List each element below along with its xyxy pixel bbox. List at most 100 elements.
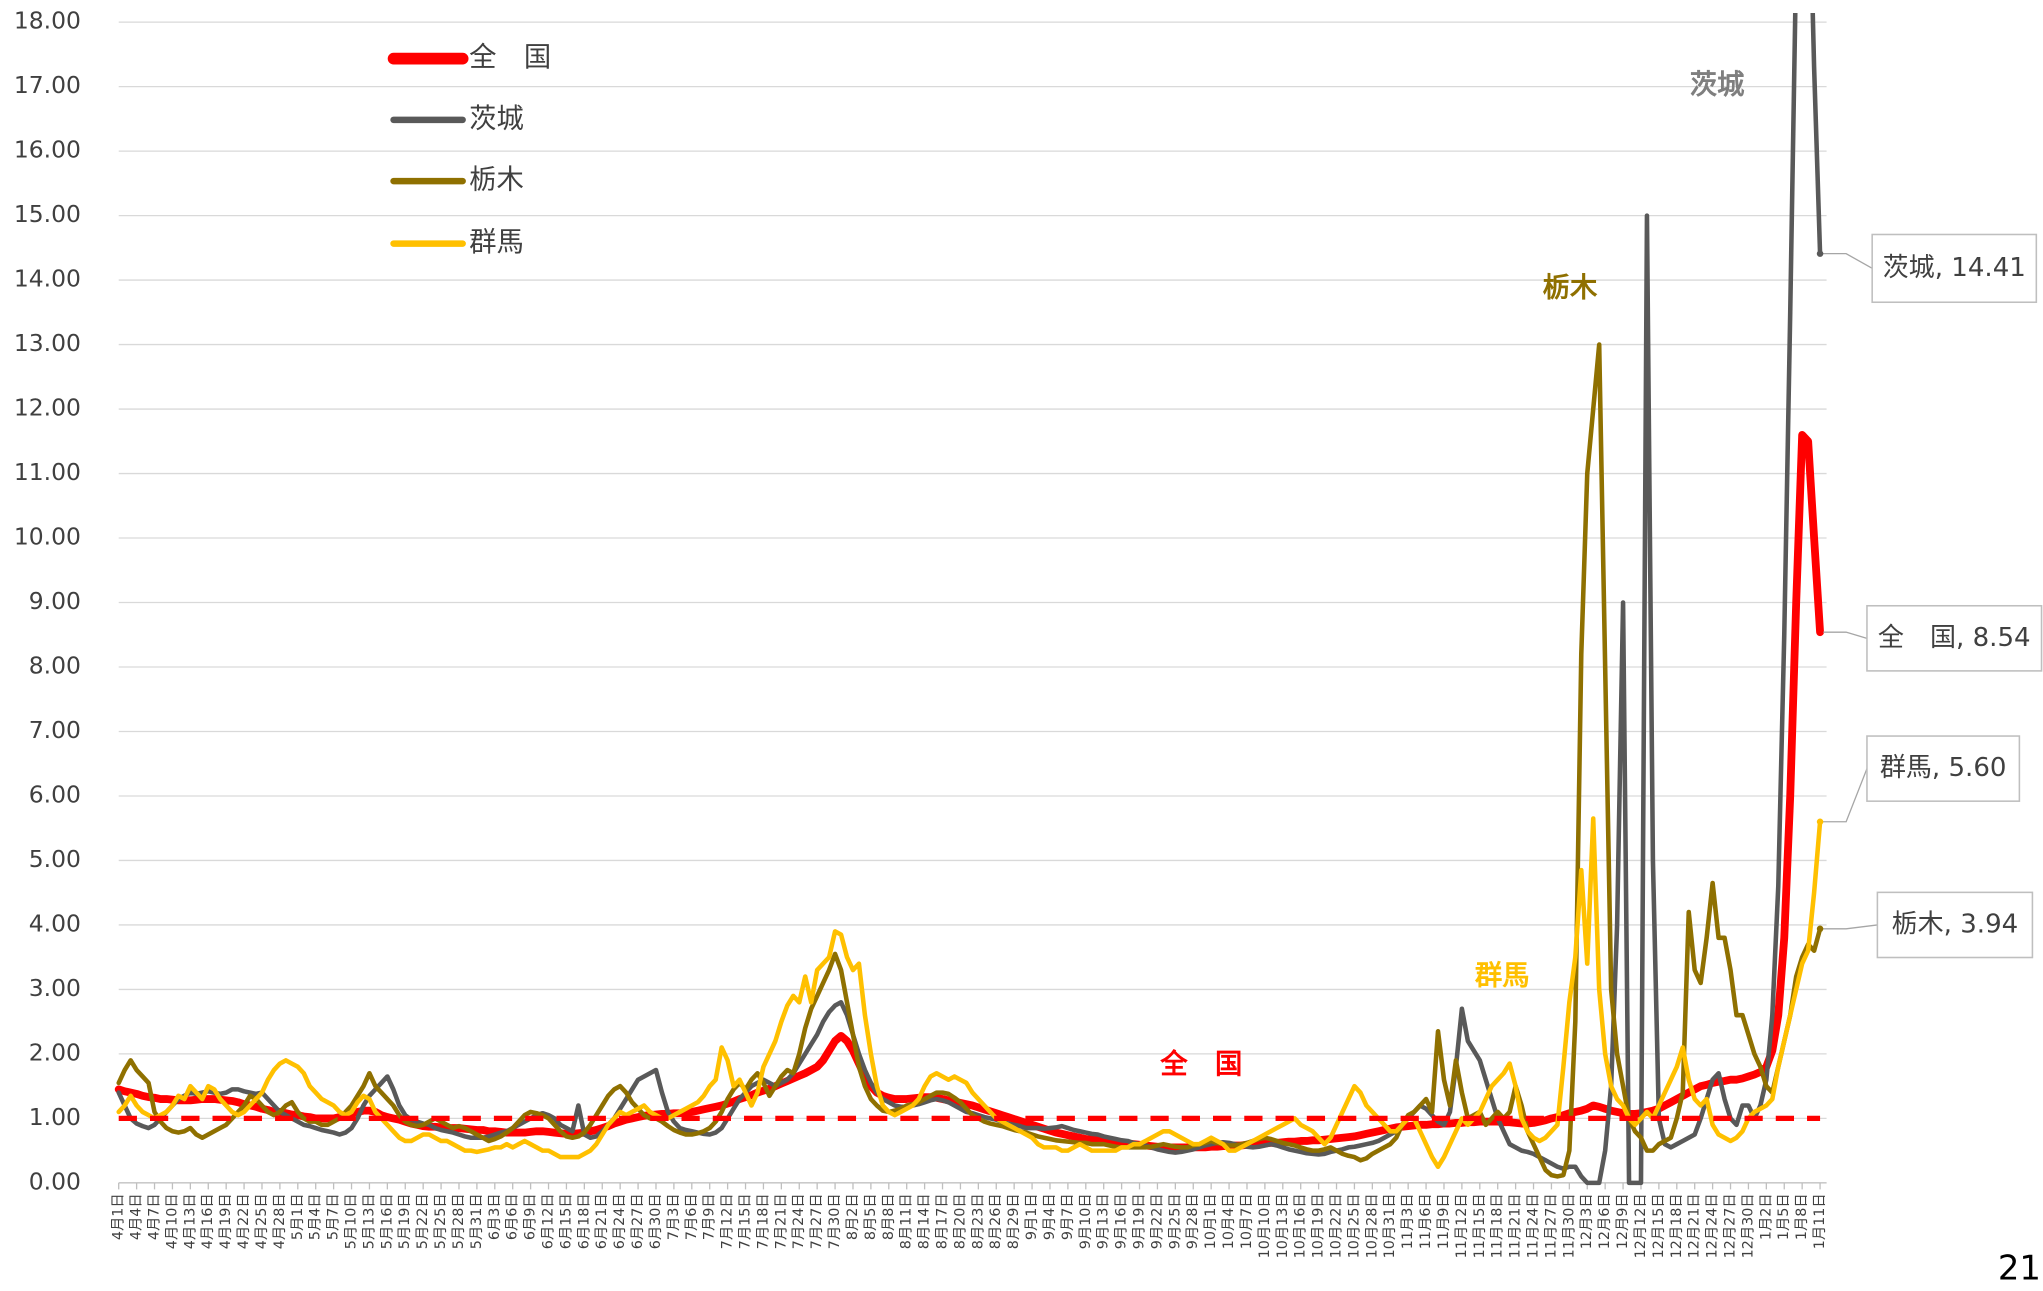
annotation: 栃木	[1543, 273, 1598, 304]
x-tick-label: 9月1日	[1024, 1193, 1040, 1240]
x-tick-label: 4月1日	[111, 1193, 127, 1240]
x-tick-label: 8月26日	[988, 1193, 1004, 1249]
x-tick-label: 10月10日	[1257, 1193, 1273, 1258]
end-point	[1816, 250, 1824, 257]
x-tick-label: 9月22日	[1149, 1193, 1165, 1249]
x-tick-label: 5月25日	[433, 1193, 449, 1249]
x-tick-label: 4月25日	[254, 1193, 270, 1249]
x-tick-label: 5月19日	[397, 1193, 413, 1249]
x-tick-label: 10月16日	[1293, 1193, 1309, 1258]
x-tick-label: 8月2日	[845, 1193, 861, 1240]
x-tick-label: 10月25日	[1346, 1193, 1362, 1258]
x-tick-label: 11月27日	[1543, 1193, 1559, 1258]
end-point	[1816, 628, 1824, 636]
x-tick-label: 9月10日	[1078, 1193, 1094, 1249]
y-tick-label: 15.00	[14, 200, 81, 228]
x-tick-label: 5月4日	[308, 1193, 324, 1240]
x-tick-label: 12月15日	[1651, 1193, 1667, 1258]
label-box	[1866, 604, 2043, 672]
x-tick-label: 1月2日	[1758, 1193, 1774, 1240]
x-tick-label: 5月1日	[290, 1193, 306, 1240]
y-tick-label: 18.00	[14, 7, 81, 35]
annotation: 全 国	[1159, 1048, 1242, 1080]
x-tick-label: 6月3日	[487, 1193, 503, 1240]
x-tick-label: 10月28日	[1364, 1193, 1380, 1258]
x-tick-label: 4月4日	[129, 1193, 145, 1240]
x-tick-label: 11月6日	[1418, 1193, 1434, 1249]
annotation: 茨城	[1690, 69, 1745, 100]
x-tick-label: 7月30日	[827, 1193, 843, 1249]
x-tick-label: 12月6日	[1597, 1193, 1613, 1249]
x-tick-label: 9月19日	[1132, 1193, 1148, 1249]
x-tick-label: 12月3日	[1579, 1193, 1595, 1249]
x-tick-label: 7月9日	[702, 1193, 718, 1240]
x-tick-label: 6月30日	[648, 1193, 664, 1249]
x-tick-label: 9月4日	[1042, 1193, 1058, 1240]
x-tick-label: 6月18日	[576, 1193, 592, 1249]
x-tick-label: 5月28日	[451, 1193, 467, 1249]
leader-line	[1820, 631, 1868, 639]
x-tick-label: 1月8日	[1794, 1193, 1810, 1240]
x-tick-label: 4月16日	[200, 1193, 216, 1249]
x-tick-label: 12月9日	[1615, 1193, 1631, 1249]
x-tick-label: 4月22日	[236, 1193, 252, 1249]
x-tick-label: 9月28日	[1185, 1193, 1201, 1249]
y-tick-label: 17.00	[14, 71, 81, 99]
x-tick-label: 4月28日	[272, 1193, 288, 1249]
x-tick-label: 10月4日	[1221, 1193, 1237, 1249]
x-tick-label: 8月8日	[881, 1193, 897, 1240]
x-tick-label: 4月13日	[182, 1193, 198, 1249]
y-tick-label: 6.00	[29, 780, 81, 808]
x-tick-label: 11月18日	[1490, 1193, 1506, 1258]
y-tick-label: 3.00	[29, 974, 81, 1002]
x-tick-label: 4月7日	[147, 1193, 163, 1240]
series-line	[116, 13, 1823, 1186]
x-tick-label: 7月18日	[755, 1193, 771, 1249]
label-box	[1876, 891, 2034, 959]
x-tick-label: 9月13日	[1096, 1193, 1112, 1249]
label-box	[1866, 735, 2021, 802]
x-tick-label: 1月5日	[1776, 1193, 1792, 1240]
x-tick-label: 12月12日	[1633, 1193, 1649, 1258]
x-tick-label: 10月19日	[1311, 1193, 1327, 1258]
grid: 0.00 1.00 2.00 3.00 4.00 5.00 6.00 7.00 8.00 9.00…	[14, 7, 1828, 1259]
x-tick-label: 4月19日	[218, 1193, 234, 1249]
x-tick-label: 11月15日	[1472, 1193, 1488, 1258]
x-tick-label: 10月7日	[1239, 1193, 1255, 1249]
end-point	[1816, 818, 1824, 826]
y-tick-label: 5.00	[29, 845, 81, 873]
end-label: 栃木, 3.94	[1892, 909, 2019, 939]
plot-area	[114, 13, 1824, 1186]
x-tick-label: 1月11日	[1812, 1193, 1828, 1249]
x-tick-label: 7月15日	[738, 1193, 754, 1249]
y-tick-label: 13.00	[14, 329, 81, 357]
end-label: 茨城, 14.41	[1883, 253, 2026, 283]
leader-line	[1820, 768, 1868, 823]
x-tick-label: 6月15日	[558, 1193, 574, 1249]
y-tick-label: 0.00	[29, 1167, 81, 1195]
x-tick-label: 5月10日	[344, 1193, 360, 1249]
x-tick-label: 8月20日	[952, 1193, 968, 1249]
x-tick-label: 10月1日	[1203, 1193, 1219, 1249]
x-tick-label: 5月7日	[326, 1193, 342, 1240]
x-tick-label: 11月9日	[1436, 1193, 1452, 1249]
x-tick-label: 7月24日	[791, 1193, 807, 1249]
x-tick-label: 11月12日	[1454, 1193, 1470, 1258]
x-tick-label: 5月16日	[379, 1193, 395, 1249]
legend-label: 茨城	[469, 103, 524, 134]
x-tick-label: 6月12日	[541, 1193, 557, 1249]
x-tick-label: 7月6日	[684, 1193, 700, 1240]
x-tick-label: 5月22日	[415, 1193, 431, 1249]
x-tick-label: 11月30日	[1561, 1193, 1577, 1258]
series-line	[116, 816, 1823, 1170]
x-tick-label: 6月6日	[505, 1193, 521, 1240]
y-tick-label: 11.00	[14, 458, 81, 486]
x-tick-label: 8月5日	[863, 1193, 879, 1240]
end-point	[1816, 925, 1824, 933]
x-tick-label: 12月24日	[1705, 1193, 1721, 1258]
y-tick-label: 1.00	[29, 1103, 81, 1131]
x-tick-label: 12月21日	[1687, 1193, 1703, 1258]
